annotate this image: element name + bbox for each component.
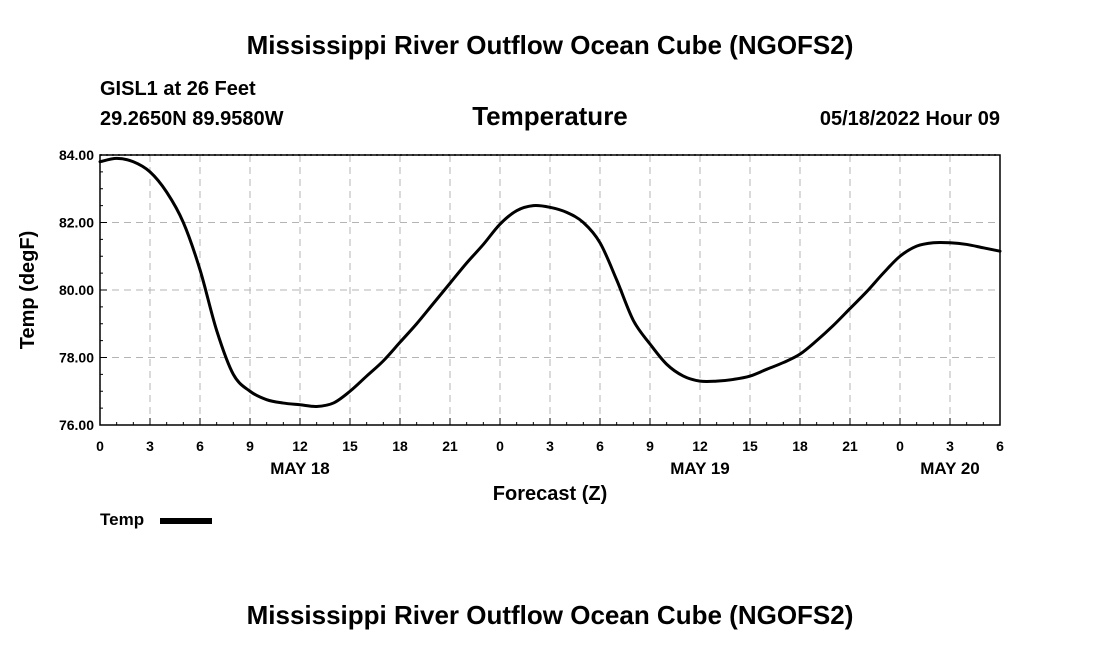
y-tick-label: 80.00 [59, 282, 94, 298]
y-axis-label: Temp (degF) [17, 231, 39, 350]
x-tick-label: 15 [742, 438, 758, 454]
x-tick-label: 12 [292, 438, 308, 454]
legend: Temp [100, 510, 212, 529]
x-tick-label: 6 [996, 438, 1004, 454]
y-tick-label: 84.00 [59, 147, 94, 163]
x-tick-label: 0 [96, 438, 104, 454]
x-tick-label: 21 [442, 438, 458, 454]
x-tick-label: 21 [842, 438, 858, 454]
x-tick-label: 0 [896, 438, 904, 454]
station-label: GISL1 at 26 Feet [100, 78, 256, 100]
x-axis: 0 3 6 9 12 15 18 21 0 3 6 9 12 15 18 21 0 3 6 [96, 418, 1004, 454]
y-tick-label: 76.00 [59, 417, 94, 433]
grid-lines [100, 154, 1000, 425]
plot-frame [99, 154, 1001, 426]
y-tick-label: 82.00 [59, 215, 94, 231]
x-tick-label: 15 [342, 438, 358, 454]
day-label: MAY 18 [270, 459, 330, 478]
x-tick-label: 3 [146, 438, 154, 454]
page-title: Mississippi River Outflow Ocean Cube (NG… [247, 30, 854, 60]
day-label: MAY 20 [920, 459, 980, 478]
x-tick-label: 18 [792, 438, 808, 454]
legend-label-temp: Temp [100, 510, 144, 529]
x-tick-label: 6 [196, 438, 204, 454]
y-tick-label: 78.00 [59, 350, 94, 366]
x-tick-label: 9 [646, 438, 654, 454]
x-tick-label: 0 [496, 438, 504, 454]
x-axis-label: Forecast (Z) [493, 483, 607, 505]
x-tick-label: 9 [246, 438, 254, 454]
y-axis: 76.00 78.00 80.00 82.00 84.00 [59, 147, 107, 433]
forecast-timestamp: 05/18/2022 Hour 09 [820, 108, 1000, 130]
x-tick-label: 3 [546, 438, 554, 454]
x-tick-label: 6 [596, 438, 604, 454]
series-line-temp [98, 156, 1002, 408]
footer-title: Mississippi River Outflow Ocean Cube (NG… [247, 600, 854, 630]
day-label: MAY 19 [670, 459, 730, 478]
x-tick-label: 3 [946, 438, 954, 454]
series-group [98, 156, 1002, 408]
chart-title: Temperature [472, 101, 628, 131]
x-tick-label: 18 [392, 438, 408, 454]
station-coordinates: 29.2650N 89.9580W [100, 108, 284, 130]
day-labels: MAY 18 MAY 19 MAY 20 [270, 459, 980, 478]
x-tick-label: 12 [692, 438, 708, 454]
